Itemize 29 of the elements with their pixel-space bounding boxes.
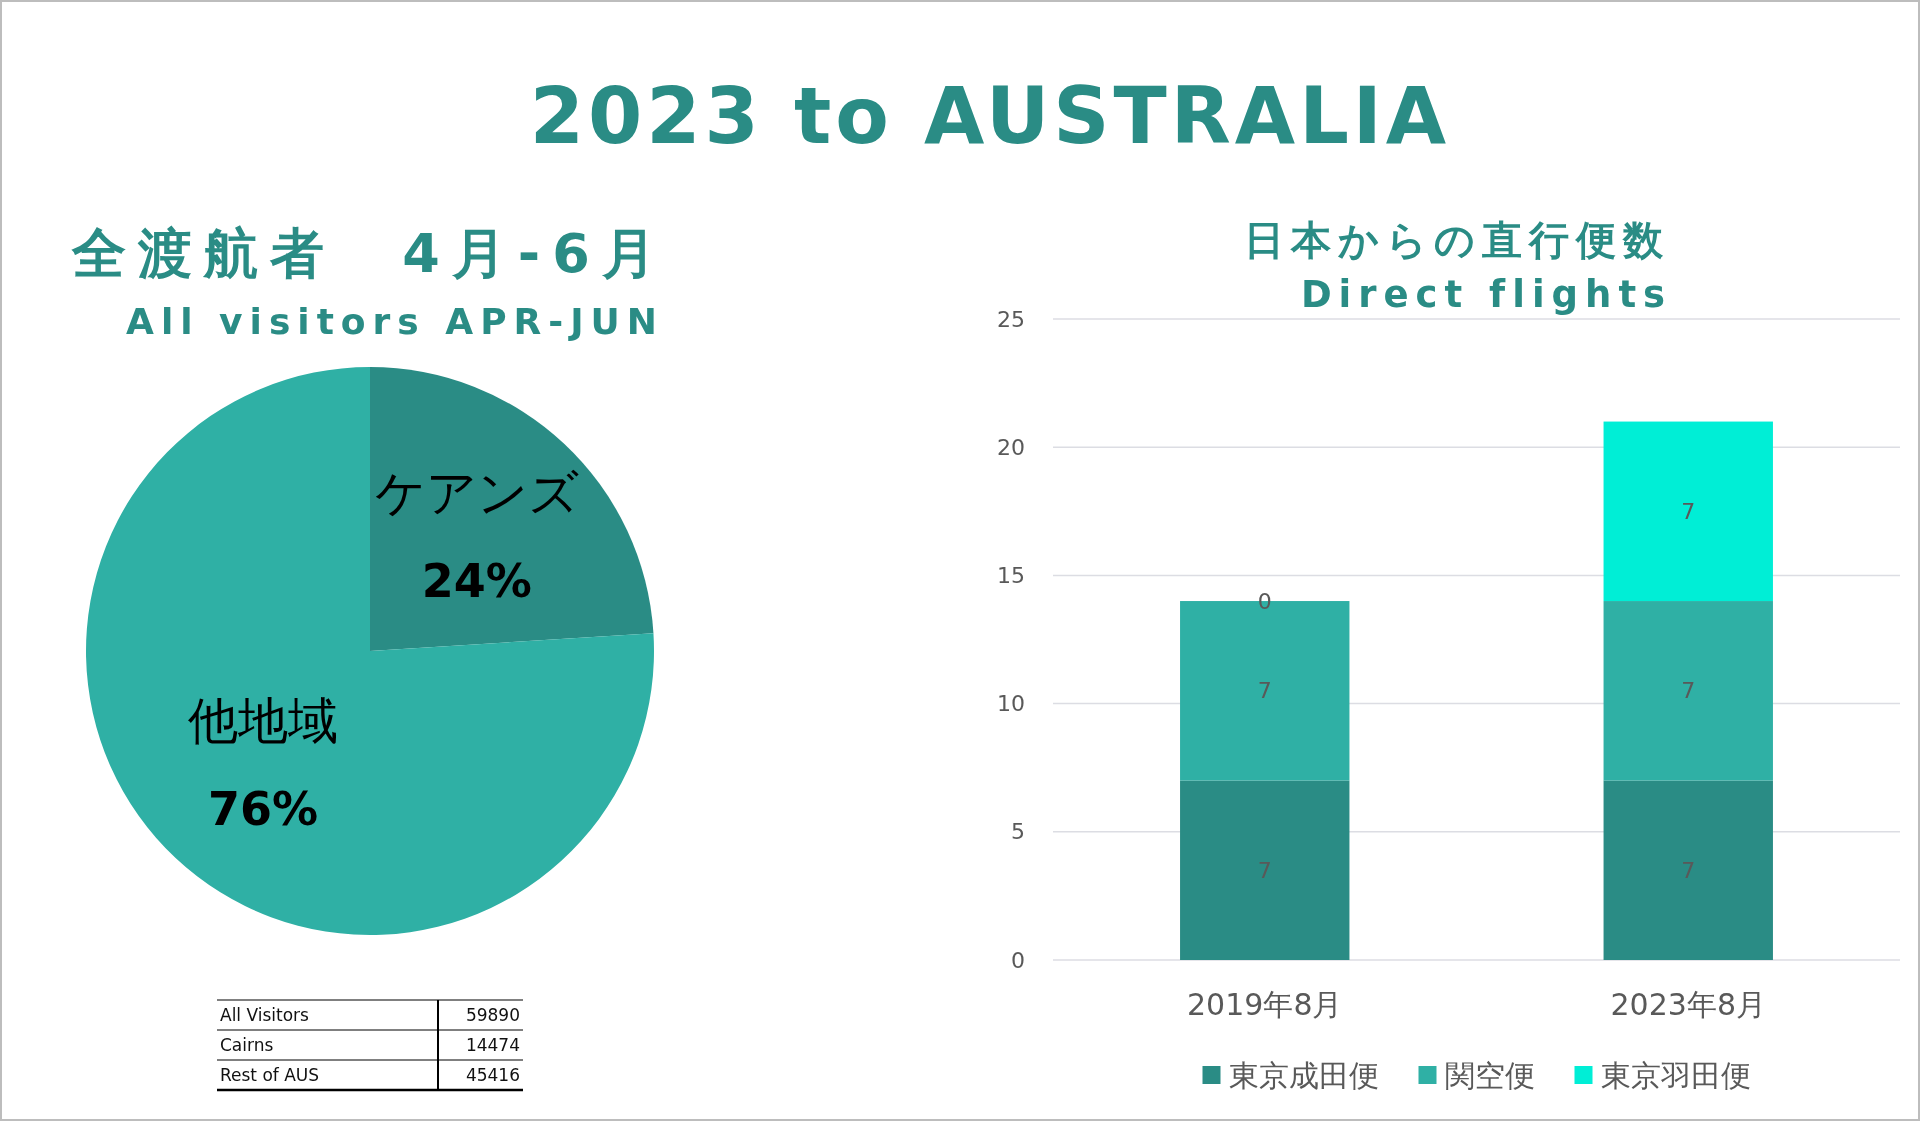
slice-label: ケアンズ bbox=[374, 464, 579, 523]
text: Rest of AUS bbox=[220, 1065, 320, 1085]
legend-label: 関空便 bbox=[1444, 1057, 1535, 1093]
chart-title: 全渡航者 4月-6月 bbox=[71, 221, 668, 285]
text: 2023 to AUSTRALIA bbox=[529, 71, 1451, 161]
legend-label: 東京羽田便 bbox=[1600, 1057, 1751, 1093]
y-tick-label: 5 bbox=[1011, 819, 1025, 845]
text: 59890 bbox=[465, 1005, 520, 1025]
slice-label: 他地域 bbox=[188, 691, 339, 750]
chart-subtitle: All visitors APR-JUN bbox=[126, 300, 664, 342]
chart-title: 日本からの直行便数 bbox=[1243, 217, 1670, 263]
data-label: 76% bbox=[208, 781, 319, 836]
chart-subtitle: Direct flights bbox=[1300, 272, 1673, 316]
y-tick-label: 25 bbox=[997, 306, 1025, 332]
text: Cairns bbox=[220, 1035, 274, 1055]
y-tick-label: 20 bbox=[997, 434, 1025, 460]
data-label: 7 bbox=[1681, 498, 1696, 524]
data-label: 7 bbox=[1257, 678, 1272, 704]
y-tick-label: 15 bbox=[997, 562, 1025, 588]
text: All Visitors bbox=[220, 1005, 310, 1025]
x-tick-label: 2023年8月 bbox=[1610, 986, 1766, 1022]
legend-label: 東京成田便 bbox=[1228, 1057, 1379, 1093]
y-tick-label: 10 bbox=[997, 691, 1025, 717]
y-tick-label: 0 bbox=[1011, 947, 1025, 973]
x-tick-label: 2019年8月 bbox=[1187, 986, 1343, 1022]
text: 45416 bbox=[465, 1065, 520, 1085]
data-label: 24% bbox=[421, 554, 532, 609]
text: 14474 bbox=[465, 1035, 520, 1055]
data-label: 7 bbox=[1681, 678, 1696, 704]
